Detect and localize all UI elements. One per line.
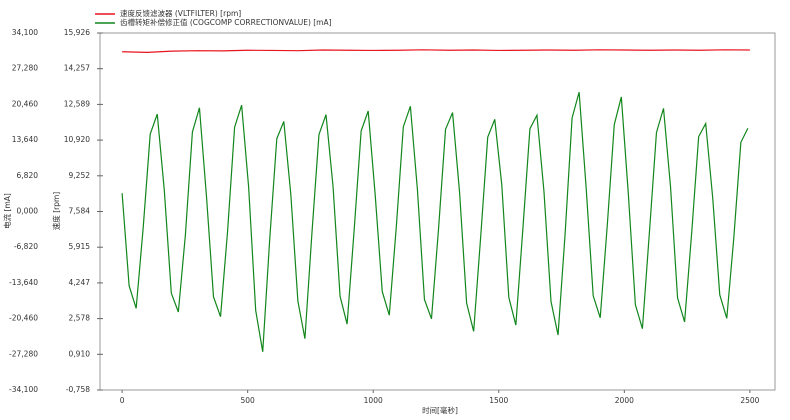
y-axis-title: 电流 [mA] [2,193,12,229]
y2-tick-label: 4,247 [69,278,91,287]
y-tick-label: 13,640 [12,135,38,144]
legend-label: 齿槽转矩补偿修正值 (COGCOMP CORRECTIONVALUE) [mA] [120,17,332,27]
y-tick-label: -27,280 [9,349,38,358]
x-tick-label: 0 [120,396,125,405]
x-tick-label: 2000 [615,396,634,405]
x-tick-label: 2500 [740,396,759,405]
y-tick-label: -6,820 [14,242,38,251]
y2-tick-label: 10,920 [64,135,90,144]
data-line [122,49,750,53]
x-tick-label: 1000 [364,396,383,405]
y-tick-label: 6,820 [17,171,39,180]
y-tick-label: 34,100 [12,28,38,37]
y-tick-label: 0,000 [17,207,39,216]
y2-tick-label: 2,578 [69,314,91,323]
y-tick-label: 20,460 [12,99,38,108]
y2-tick-label: 15,926 [64,28,90,37]
y-tick-label: -20,460 [9,314,38,323]
x-axis-title: 时间[毫秒] [422,405,458,415]
y-tick-label: -34,100 [9,385,38,394]
y2-tick-label: 12,589 [64,99,90,108]
y2-axis-title: 速度 [rpm] [51,192,61,230]
y-tick-label: -13,640 [9,278,38,287]
plot-frame [99,32,776,391]
legend-label: 速度反馈滤波器 (VLTFILTER) [rpm] [120,8,241,18]
y2-tick-label: 14,257 [64,64,90,73]
y2-tick-label: 7,584 [69,207,91,216]
data-line [121,91,749,352]
y-tick-label: 27,280 [12,64,38,73]
y2-tick-label: 5,915 [69,242,91,251]
x-tick-label: 500 [240,396,255,405]
y2-tick-label: 0,910 [69,349,91,358]
y2-tick-label: 9,252 [69,171,91,180]
y2-tick-label: -0,758 [66,385,90,394]
x-tick-label: 1500 [489,396,508,405]
